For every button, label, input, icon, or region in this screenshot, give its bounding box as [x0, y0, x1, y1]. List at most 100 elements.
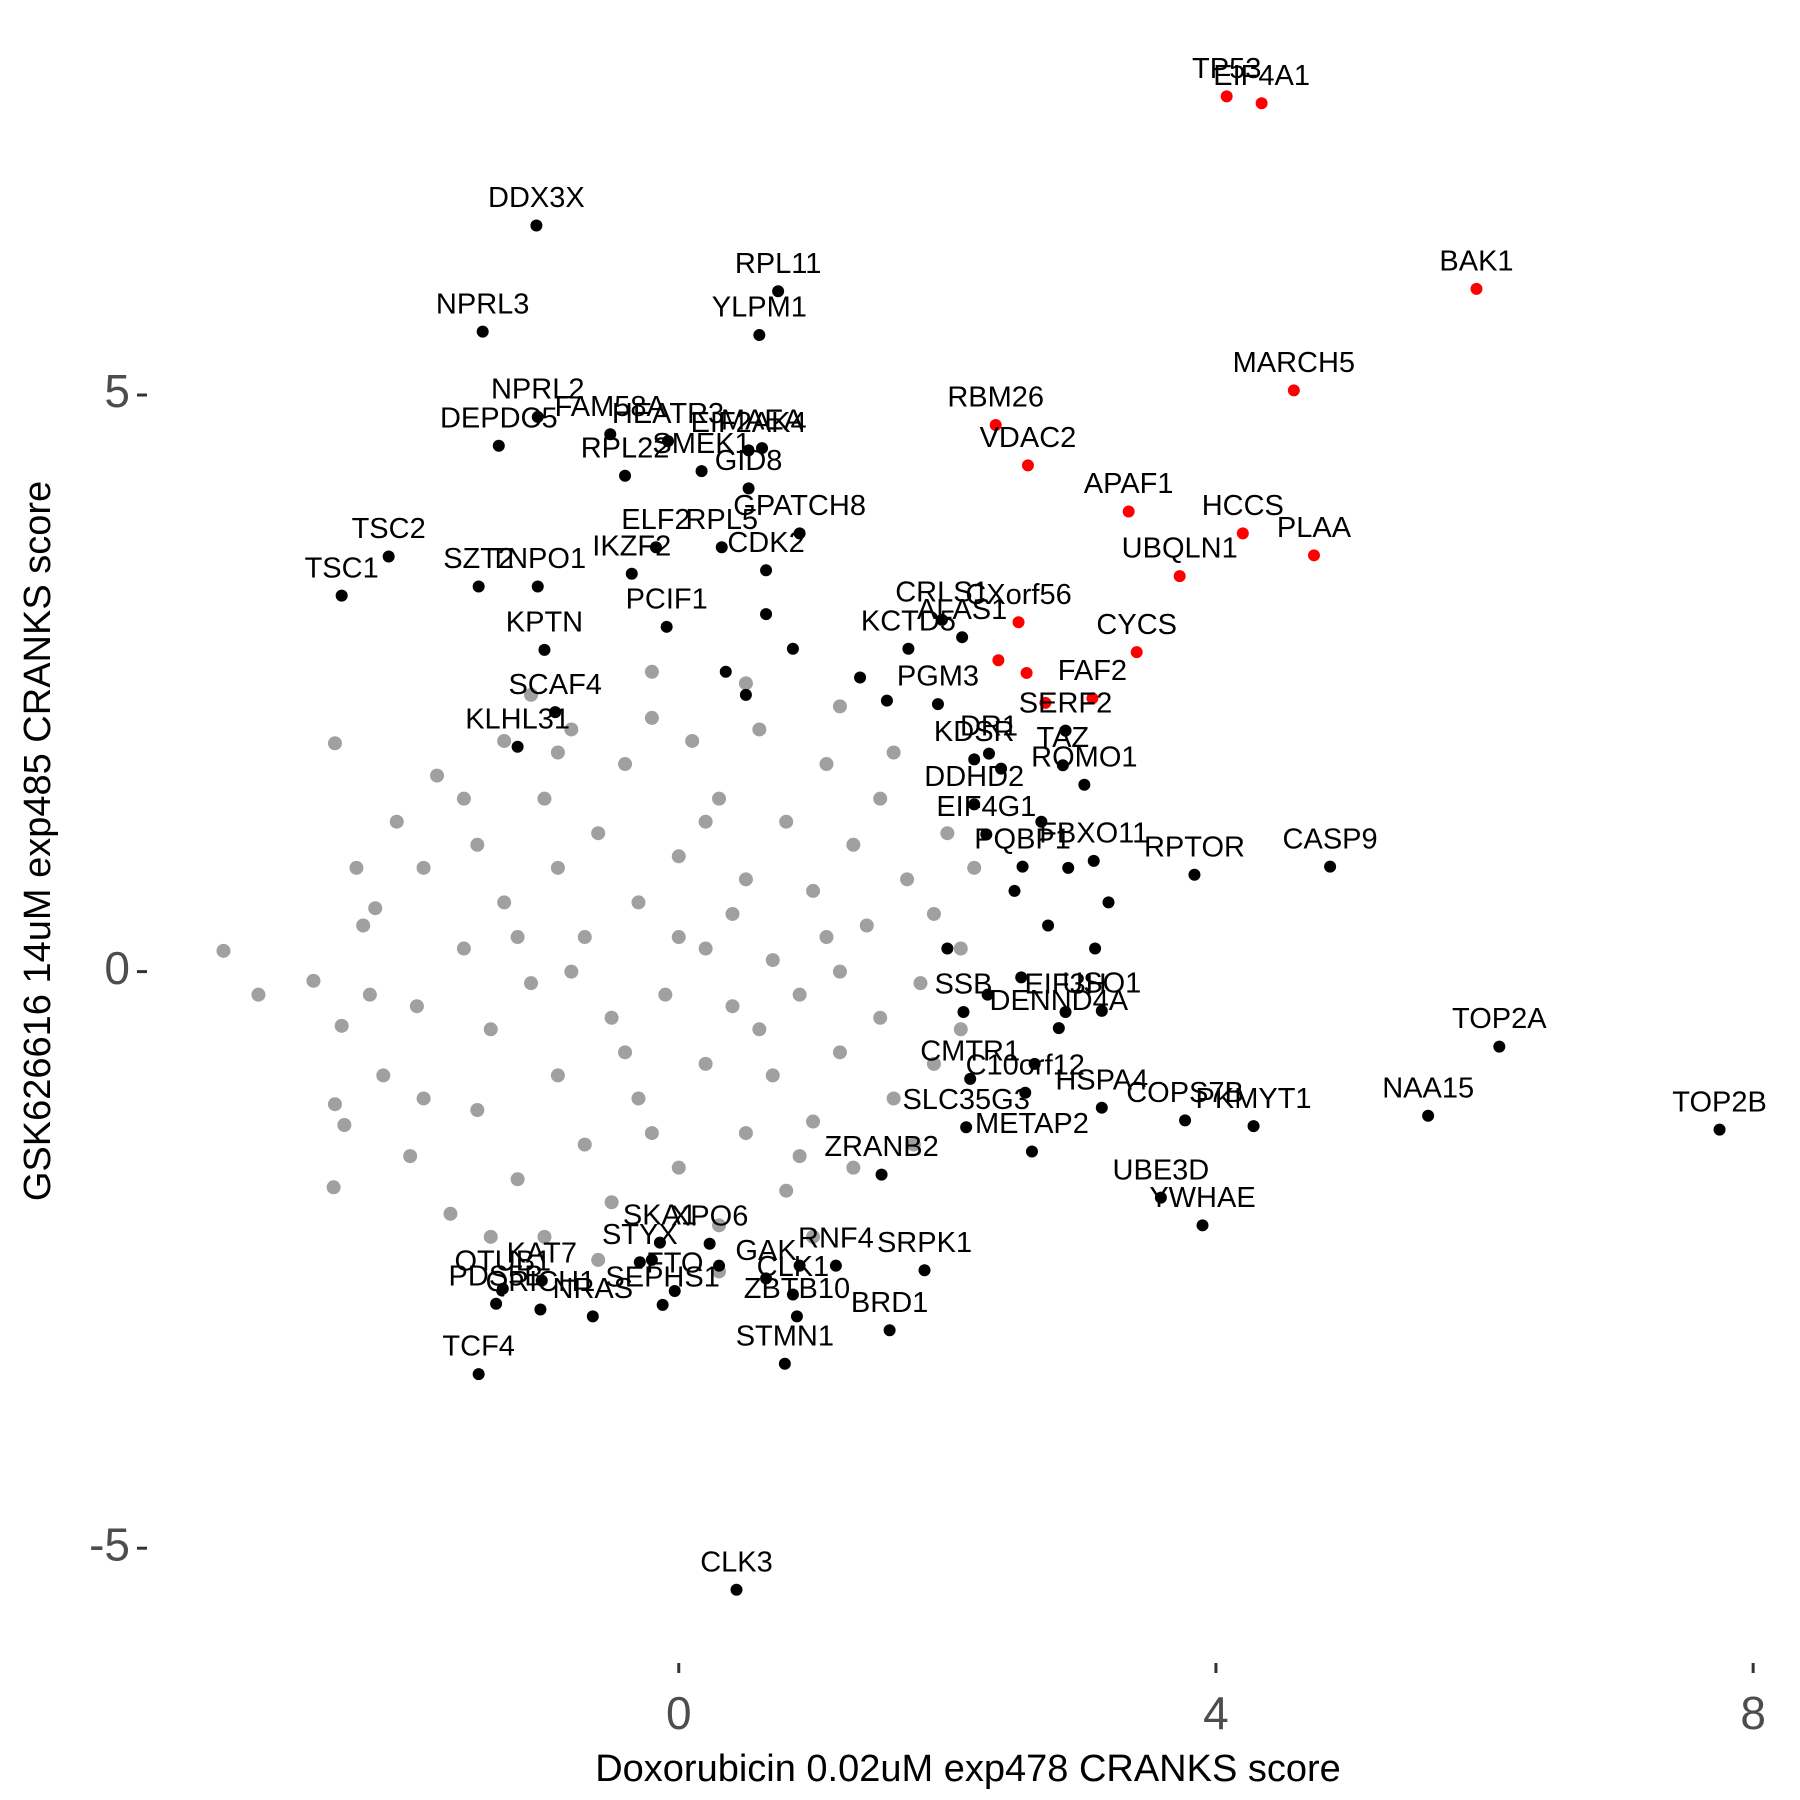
point-label: CLK3: [700, 1546, 773, 1578]
point: [403, 1149, 418, 1164]
point: [703, 1237, 716, 1250]
point: [327, 736, 342, 751]
point: [829, 1259, 842, 1272]
point-label: GAK: [735, 1235, 797, 1267]
point: [1422, 1109, 1435, 1122]
point: [779, 1183, 794, 1198]
point-label: RBM26: [947, 382, 1044, 414]
point-label: TNPO1: [489, 543, 586, 575]
point: [483, 1022, 498, 1037]
point: [456, 941, 471, 956]
point: [968, 798, 981, 811]
point-label: KLHL31: [465, 703, 570, 735]
point: [967, 860, 982, 875]
point: [957, 1005, 970, 1018]
point: [537, 1229, 552, 1244]
point: [531, 410, 544, 423]
point: [368, 901, 383, 916]
point: [497, 733, 512, 748]
point-label: SSB: [934, 969, 992, 1001]
point: [730, 1583, 743, 1596]
point-label: USO1: [1062, 967, 1141, 999]
point: [1154, 1191, 1167, 1204]
point: [1059, 724, 1072, 737]
point: [633, 1256, 646, 1269]
point: [1087, 854, 1100, 867]
point: [1056, 759, 1069, 772]
point: [586, 1310, 599, 1323]
point: [846, 837, 861, 852]
point: [550, 860, 565, 875]
point: [1095, 1101, 1108, 1114]
point-label: DDX3X: [488, 182, 585, 214]
point: [1089, 942, 1102, 955]
point: [658, 987, 673, 1002]
point: [472, 1368, 485, 1381]
point-label: ELF2: [621, 504, 690, 536]
point: [524, 687, 539, 702]
point: [497, 895, 512, 910]
point-label: VDAC2: [980, 422, 1077, 454]
point: [409, 999, 424, 1014]
point-label: SEPHS1: [605, 1262, 719, 1294]
point: [549, 706, 562, 719]
y-tick-label: 0: [104, 942, 130, 994]
point-label: KAT7: [507, 1237, 577, 1269]
point-label: RPL5: [685, 504, 758, 536]
point: [832, 699, 847, 714]
point: [1247, 1120, 1260, 1133]
point-label: STYX: [602, 1219, 678, 1251]
point: [738, 676, 753, 691]
x-tick-label: 8: [1740, 1687, 1766, 1739]
point: [1021, 459, 1034, 472]
point: [472, 580, 485, 593]
point: [756, 442, 769, 455]
point: [564, 964, 579, 979]
point-label: FBXO11: [1039, 818, 1148, 850]
point-label: NRAS: [553, 1273, 634, 1305]
point: [1095, 1004, 1108, 1017]
point-label: BRD1: [851, 1287, 928, 1319]
point: [739, 688, 752, 701]
point: [792, 1149, 807, 1164]
point: [1052, 1022, 1065, 1035]
point-label: SCAF4: [508, 669, 601, 701]
point: [931, 698, 944, 711]
point-label: C10orf12: [966, 1049, 1085, 1081]
point: [772, 285, 785, 298]
point: [793, 1259, 806, 1272]
point: [765, 1068, 780, 1083]
point: [362, 987, 377, 1002]
point: [625, 567, 638, 580]
point-label: PDS5B: [449, 1260, 544, 1292]
point: [510, 930, 525, 945]
point-label: STMN1: [736, 1320, 834, 1352]
point: [792, 987, 807, 1002]
point: [793, 527, 806, 540]
point: [389, 814, 404, 829]
point: [631, 1091, 646, 1106]
point: [1012, 616, 1025, 629]
point: [1287, 384, 1300, 397]
point-label: EIF4A1: [1213, 60, 1310, 92]
point: [935, 613, 948, 626]
point: [873, 791, 888, 806]
point-label: PKMYT1: [1196, 1083, 1312, 1115]
point-label: PLAA: [1277, 512, 1352, 544]
point: [1039, 696, 1052, 709]
point: [671, 849, 686, 864]
point: [668, 1285, 681, 1298]
point: [760, 564, 773, 577]
point: [550, 1068, 565, 1083]
point: [753, 329, 766, 342]
point: [832, 1045, 847, 1060]
point-label: CLK1: [757, 1251, 830, 1283]
point: [644, 1126, 659, 1141]
point: [1324, 860, 1337, 873]
point-label: TSC1: [305, 552, 379, 584]
point: [1028, 1057, 1041, 1070]
point: [1102, 896, 1115, 909]
point-label: RNF4: [798, 1222, 874, 1254]
point: [779, 814, 794, 829]
